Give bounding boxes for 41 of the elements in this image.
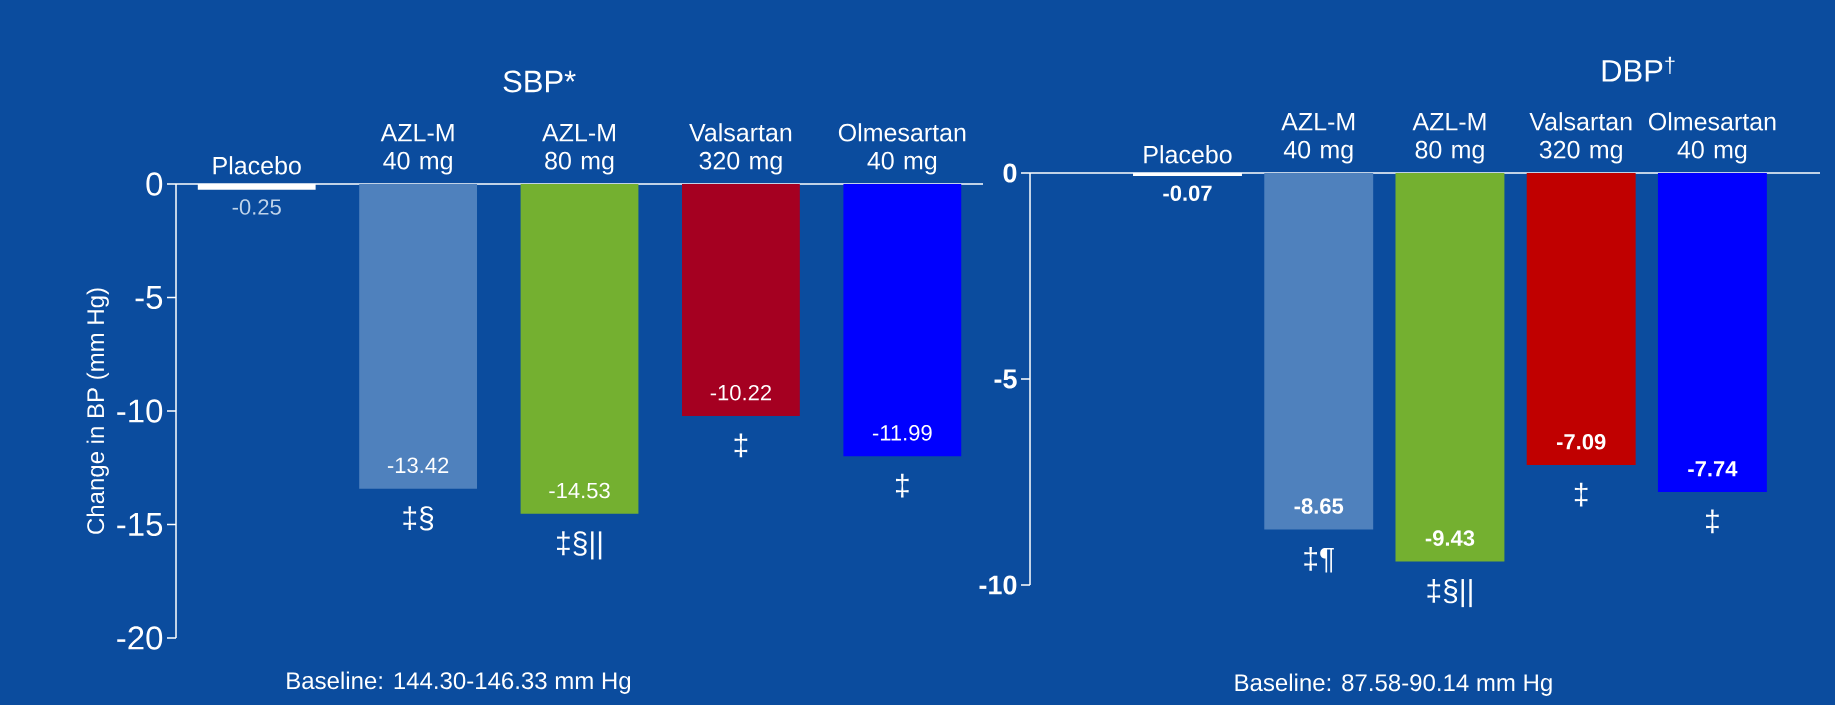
data-label: -13.42 bbox=[387, 457, 449, 474]
y-tick-label: -20 bbox=[117, 626, 163, 650]
annotation: ‡¶ bbox=[1304, 546, 1334, 573]
y-tick-label: -15 bbox=[117, 512, 163, 537]
text: Baseline: 144.30-146.33 mm Hg bbox=[287, 671, 631, 694]
data-label: -11.99 bbox=[872, 425, 932, 441]
data-label: -10.22 bbox=[710, 384, 771, 401]
x-tick-label: Placebo bbox=[213, 156, 301, 175]
annotation: ‡ bbox=[734, 433, 748, 458]
x-tick-label: Valsartan 320 mg bbox=[689, 123, 792, 175]
y-axis-title: Change in BP (mm Hg) bbox=[86, 288, 109, 534]
x-tick-label: Valsartan 320 mg bbox=[1529, 112, 1632, 164]
x-tick-label: Olmesartan 40 mg bbox=[1648, 112, 1776, 164]
chart-title: SBP* bbox=[503, 70, 576, 93]
data-label: -14.53 bbox=[549, 482, 610, 499]
x-tick-label: AZL-M 40 mg bbox=[1281, 113, 1355, 164]
y-tick-label: 0 bbox=[1003, 163, 1017, 183]
data-label: -8.65 bbox=[1294, 498, 1344, 514]
data-label: -7.74 bbox=[1688, 461, 1738, 477]
text: Baseline: 87.58-90.14 mm Hg bbox=[1235, 673, 1552, 696]
annotation: ‡§ bbox=[403, 506, 434, 531]
x-tick-label: Olmesartan 40 mg bbox=[838, 123, 966, 175]
annotation: ‡ bbox=[895, 473, 909, 498]
annotation: ‡§|| bbox=[557, 531, 602, 560]
data-label: -7.09 bbox=[1556, 433, 1606, 450]
annotation: ‡ bbox=[1706, 509, 1719, 534]
y-tick-label: 0 bbox=[146, 172, 163, 196]
annotation: ‡ bbox=[1574, 482, 1588, 507]
y-tick-label: -5 bbox=[994, 369, 1017, 389]
x-tick-label: Placebo bbox=[1144, 145, 1232, 164]
y-tick-label: -10 bbox=[117, 399, 163, 423]
data-label: -9.43 bbox=[1425, 530, 1475, 546]
x-tick-label: AZL-M 80 mg bbox=[1412, 113, 1486, 164]
x-tick-label: AZL-M 80 mg bbox=[542, 124, 615, 175]
data-label: -0.25 bbox=[232, 199, 281, 215]
y-tick-label: -5 bbox=[135, 285, 163, 310]
data-label: -0.07 bbox=[1163, 185, 1212, 201]
chart-title: DBP$^{†}$ bbox=[1602, 56, 1675, 82]
annotation: ‡§|| bbox=[1427, 579, 1472, 608]
y-tick-label: -10 bbox=[979, 575, 1017, 595]
x-tick-label: AZL-M 40 mg bbox=[380, 124, 454, 175]
